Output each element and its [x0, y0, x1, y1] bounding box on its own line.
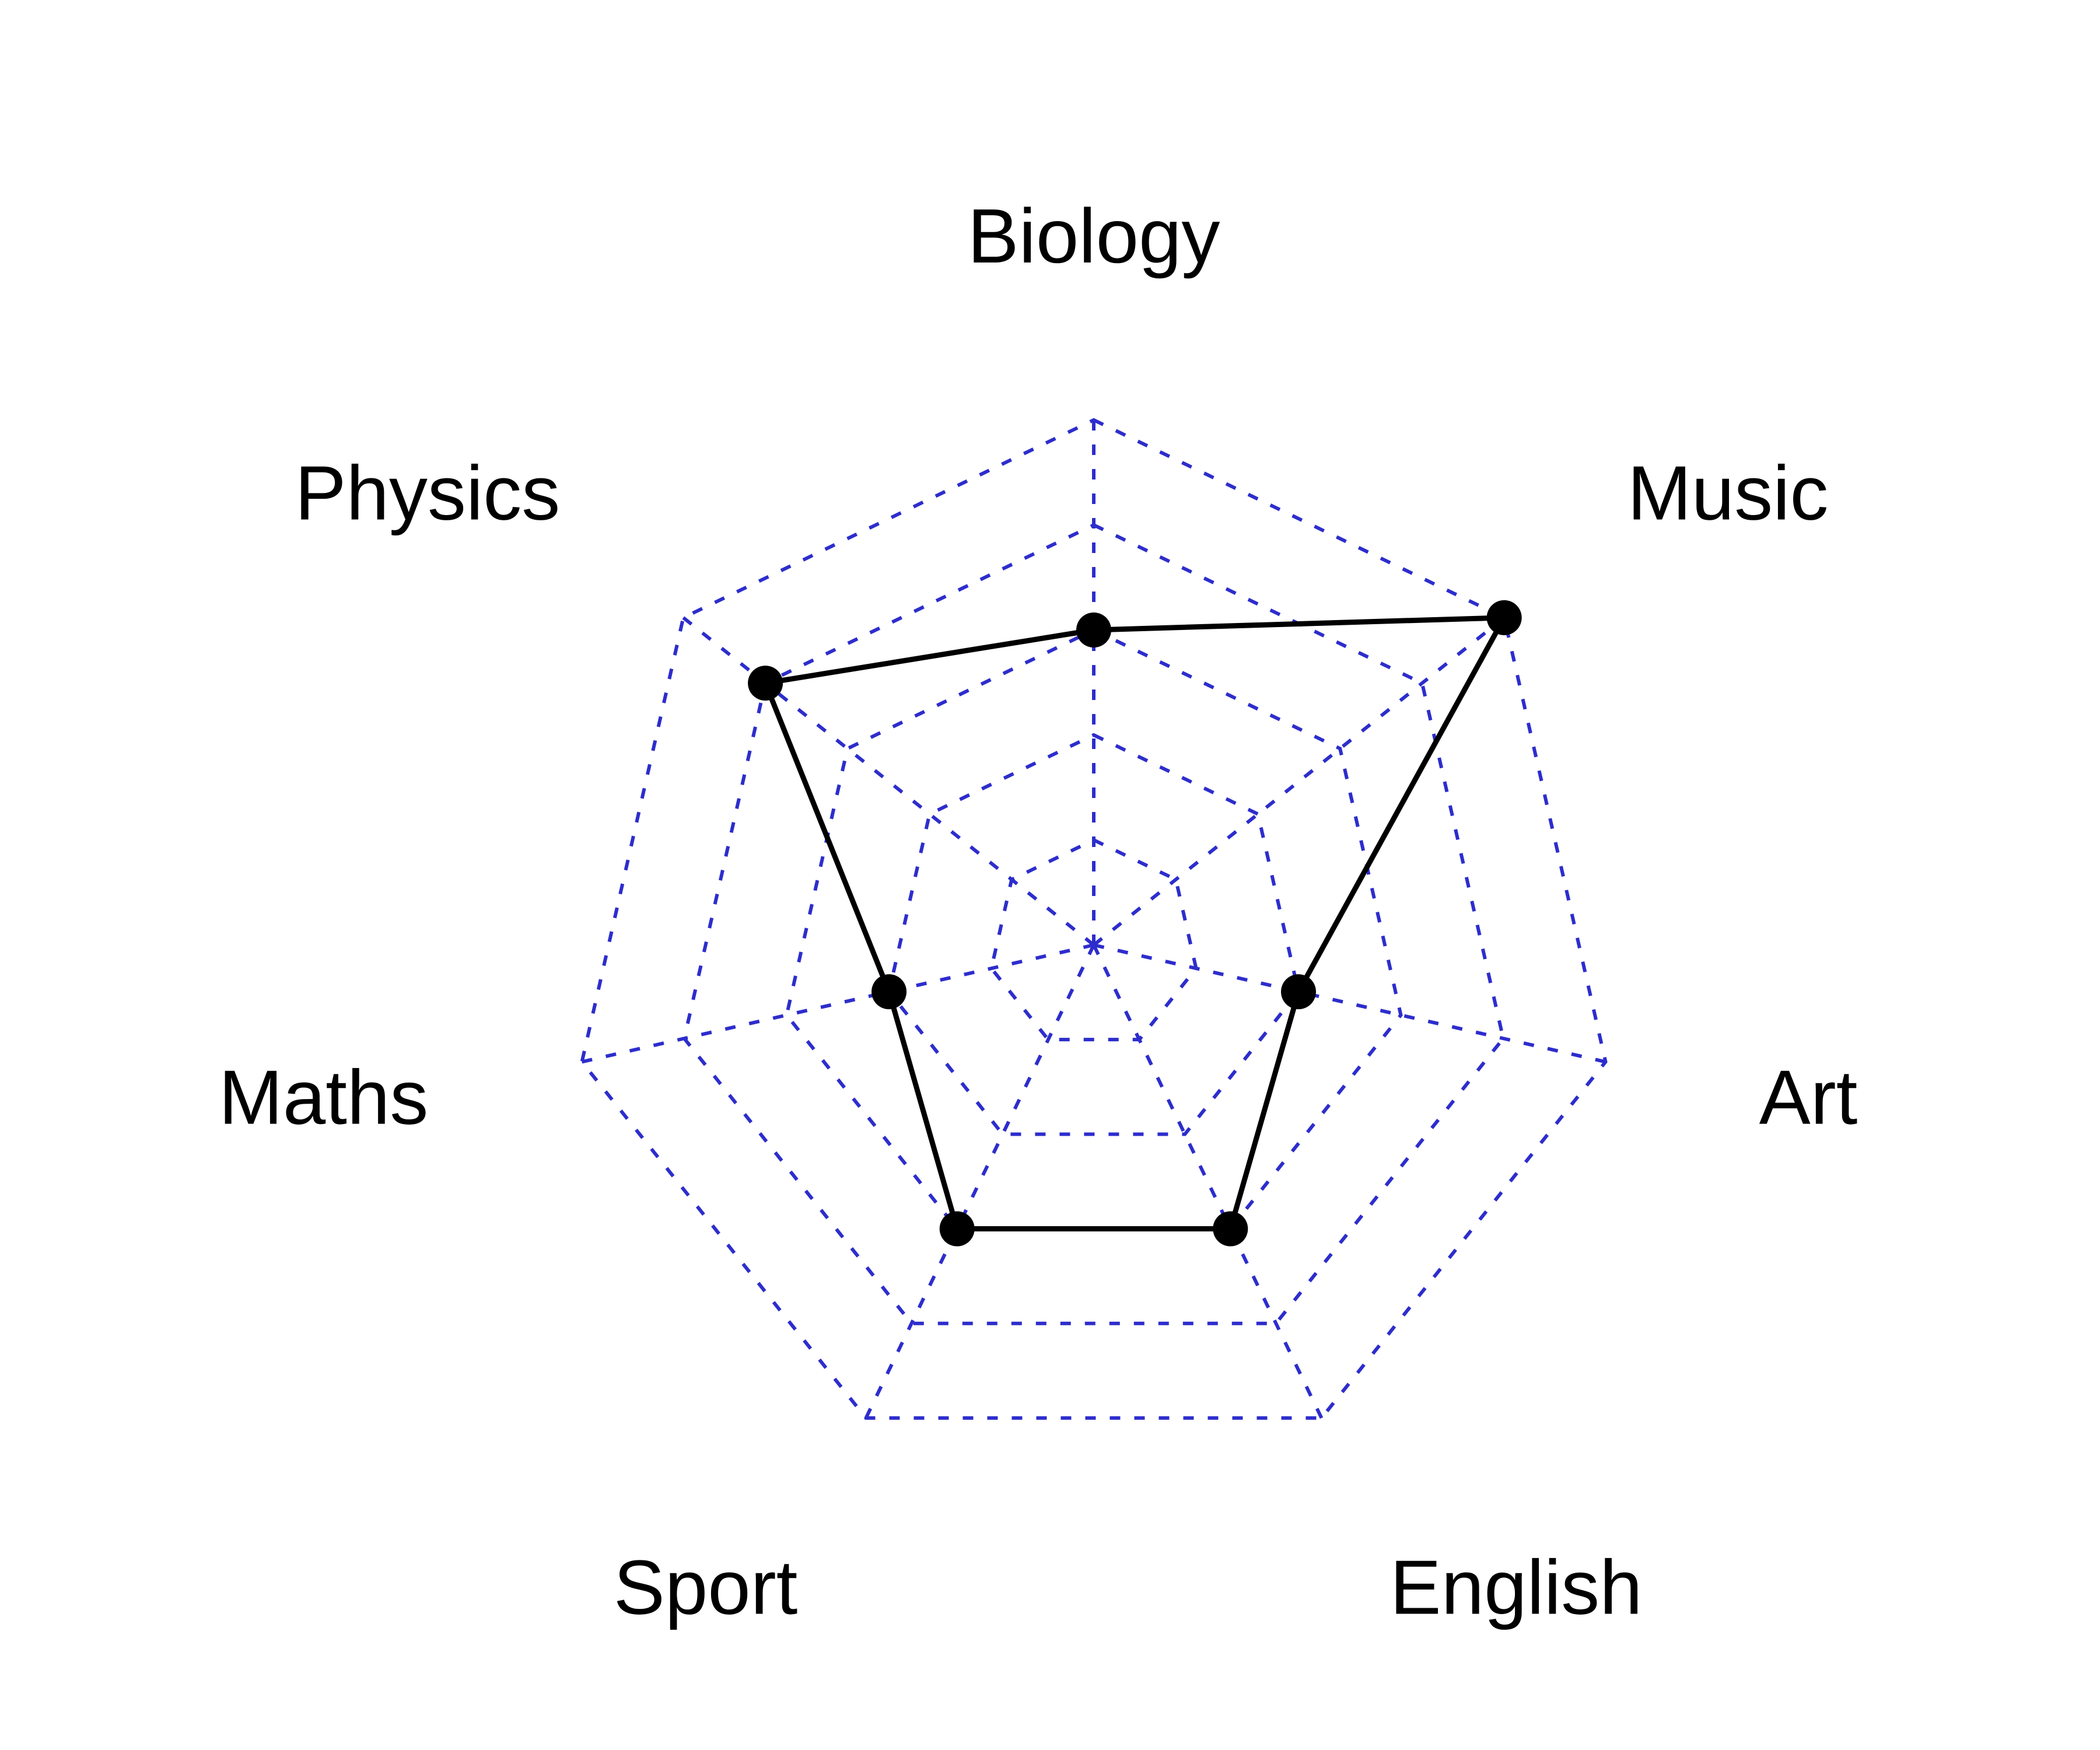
axis-label: Physics — [295, 450, 560, 536]
axis-label: Music — [1628, 450, 1829, 536]
data-point — [1281, 974, 1316, 1009]
axis-label: Art — [1759, 1055, 1858, 1140]
axis-label: Sport — [614, 1545, 798, 1630]
data-point — [940, 1212, 975, 1247]
data-point — [748, 666, 783, 701]
data-point — [1487, 600, 1522, 635]
axis-label: English — [1390, 1545, 1643, 1630]
axis-label: Biology — [968, 193, 1220, 279]
axis-label: Maths — [219, 1055, 428, 1140]
radar-chart: Biology Music Art English Sport Maths Physics — [0, 0, 2100, 1750]
data-point — [1213, 1212, 1248, 1247]
data-point — [1076, 612, 1111, 648]
radar-chart-container: Biology Music Art English Sport Maths Physics — [0, 0, 2100, 1750]
data-polygon — [765, 618, 1504, 1229]
data-point — [872, 974, 907, 1009]
